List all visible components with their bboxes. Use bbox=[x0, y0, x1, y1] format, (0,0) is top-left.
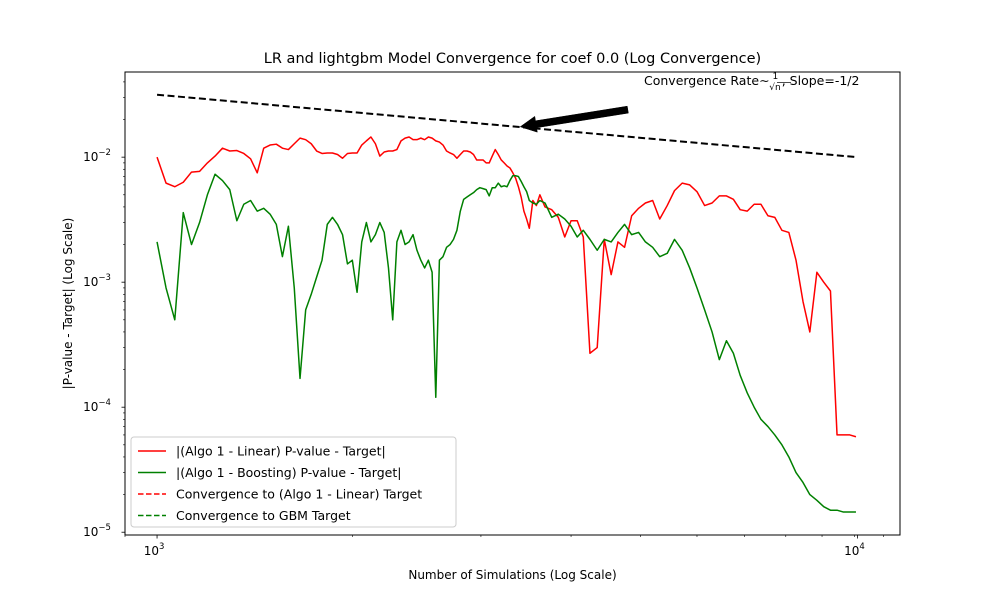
y-tick-base: 10 bbox=[83, 525, 98, 539]
y-tick-exp: −2 bbox=[98, 148, 111, 158]
x-tick-base: 10 bbox=[844, 544, 859, 558]
y-tick-exp: −4 bbox=[98, 398, 111, 408]
y-tick-base: 10 bbox=[83, 150, 98, 164]
legend-box bbox=[130, 436, 457, 528]
chart-title: LR and lightgbm Model Convergence for co… bbox=[264, 51, 761, 67]
annotation-arrow bbox=[519, 105, 629, 133]
legend-label-3: Convergence to GBM Target bbox=[176, 508, 351, 523]
y-tick-label: 10−3 bbox=[83, 273, 111, 289]
axes-frame bbox=[124, 71, 901, 536]
series-line-1 bbox=[156, 173, 856, 513]
x-tick-exp: 4 bbox=[859, 542, 864, 552]
y-tick-exp: −5 bbox=[98, 523, 111, 533]
annotation-frac-num: 1 bbox=[773, 72, 779, 82]
y-tick-exp: −3 bbox=[98, 273, 111, 283]
y-tick-base: 10 bbox=[83, 400, 98, 414]
y-tick-label: 10−5 bbox=[83, 523, 111, 539]
y-axis-ticks: 10−510−410−310−2 bbox=[83, 81, 125, 539]
x-tick-label: 104 bbox=[844, 542, 865, 558]
x-axis-label: Number of Simulations (Log Scale) bbox=[408, 568, 616, 582]
annotation-layer: Convergence Rate∼ 1 √n, Slope=-1/2 bbox=[519, 72, 859, 133]
annotation-tilde: ∼ bbox=[759, 73, 769, 88]
annotation-frac-den: √n bbox=[769, 82, 780, 93]
plot-area: Convergence Rate∼ 1 √n, Slope=-1/2 103 104 … bbox=[83, 71, 901, 558]
annotation-suffix: , Slope=-1/2 bbox=[782, 73, 860, 88]
annotation-prefix: Convergence Rate bbox=[644, 73, 759, 88]
y-tick-label: 10−4 bbox=[83, 398, 111, 414]
x-tick-label: 103 bbox=[144, 542, 165, 558]
series-layer bbox=[156, 93, 858, 513]
x-axis-ticks: 103 104 bbox=[124, 535, 884, 558]
series-line-0 bbox=[156, 136, 857, 438]
annotation-text: Convergence Rate∼ 1 √n, Slope=-1/2 bbox=[644, 72, 859, 93]
x-tick-exp: 3 bbox=[159, 542, 164, 552]
legend-label-1: |(Algo 1 - Boosting) P-value - Target| bbox=[176, 465, 401, 480]
legend: |(Algo 1 - Linear) P-value - Target| |(Al… bbox=[130, 436, 457, 528]
y-tick-base: 10 bbox=[83, 275, 98, 289]
legend-label-0: |(Algo 1 - Linear) P-value - Target| bbox=[176, 444, 386, 459]
y-tick-label: 10−2 bbox=[83, 148, 111, 164]
legend-label-2: Convergence to (Algo 1 - Linear) Target bbox=[176, 487, 422, 502]
reference-line-slope bbox=[156, 93, 858, 159]
y-axis-label: |P-value - Target| (Log Scale) bbox=[61, 218, 75, 390]
x-tick-base: 10 bbox=[144, 544, 159, 558]
